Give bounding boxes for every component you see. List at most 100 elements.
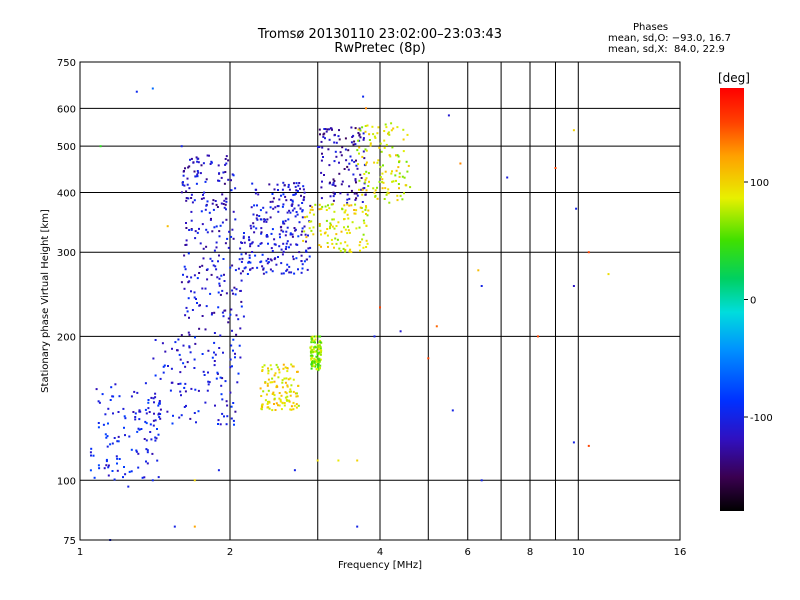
echo-point-x xyxy=(316,368,319,371)
echo-point-x xyxy=(338,247,341,250)
echo-point-x xyxy=(395,154,397,157)
echo-point-o xyxy=(224,158,227,160)
echo-point-o xyxy=(339,192,342,195)
echo-point-o xyxy=(320,171,323,174)
echo-point-o xyxy=(124,417,127,420)
echo-point-o xyxy=(138,418,141,421)
echo-point-o xyxy=(201,223,204,226)
echo-point-x xyxy=(365,170,368,173)
echo-point-o xyxy=(159,413,162,415)
echo-point-x xyxy=(318,244,321,247)
echo-point-o xyxy=(93,476,96,479)
echo-point-o xyxy=(209,257,212,260)
echo-point-o xyxy=(213,364,216,367)
echo-point-o xyxy=(346,198,349,201)
echo-point-o xyxy=(202,370,205,373)
echo-point-x xyxy=(330,238,333,241)
echo-point-o xyxy=(229,358,232,361)
echo-point-isolated xyxy=(480,479,483,482)
echo-point-o xyxy=(136,391,139,394)
echo-point-x xyxy=(367,172,370,175)
echo-point-o xyxy=(329,195,332,198)
echo-point-x xyxy=(358,152,360,155)
echo-point-o xyxy=(233,286,236,289)
echo-point-o xyxy=(185,404,187,407)
echo-point-o xyxy=(206,200,209,203)
echo-point-x xyxy=(278,368,281,371)
echo-point-o xyxy=(196,157,199,160)
echo-point-o xyxy=(171,422,174,425)
echo-point-o xyxy=(271,250,274,252)
echo-point-o xyxy=(282,242,285,245)
echo-point-o xyxy=(257,244,260,247)
echo-point-o xyxy=(321,146,324,149)
echo-point-o xyxy=(337,135,340,138)
echo-point-o xyxy=(256,218,259,221)
echo-point-x xyxy=(287,378,290,381)
echo-point-o xyxy=(212,199,215,202)
echo-point-o xyxy=(195,182,198,185)
echo-point-o xyxy=(218,284,221,287)
echo-point-o xyxy=(360,188,363,191)
echo-point-o xyxy=(137,466,140,469)
echo-point-o xyxy=(262,206,265,209)
echo-point-o xyxy=(169,389,172,392)
echo-point-o xyxy=(292,193,295,196)
echo-point-isolated xyxy=(135,90,138,93)
echo-point-x xyxy=(365,205,367,208)
echo-point-x xyxy=(265,393,268,396)
echo-point-x xyxy=(285,392,288,395)
echo-point-x xyxy=(372,133,375,136)
echo-point-o xyxy=(347,149,350,152)
echo-point-x xyxy=(325,209,328,211)
echo-point-isolated xyxy=(316,459,319,462)
echo-point-isolated xyxy=(193,525,196,528)
echo-point-o xyxy=(145,412,148,415)
echo-point-o xyxy=(296,190,299,192)
echo-point-o xyxy=(184,314,187,317)
echo-point-x xyxy=(369,142,372,145)
echo-point-o xyxy=(201,315,204,317)
echo-point-o xyxy=(186,310,189,313)
echo-point-o xyxy=(253,204,256,207)
echo-point-o xyxy=(149,431,152,433)
echo-point-x xyxy=(365,161,368,164)
echo-point-o xyxy=(273,243,276,246)
echo-point-o xyxy=(222,203,225,205)
echo-point-x xyxy=(327,204,329,207)
echo-point-o xyxy=(204,401,207,404)
echo-point-x xyxy=(314,365,317,368)
echo-point-o xyxy=(350,189,353,192)
echo-point-x xyxy=(305,236,308,239)
echo-point-o xyxy=(223,280,226,282)
echo-point-o xyxy=(297,235,300,238)
echo-point-x xyxy=(281,381,284,384)
echo-point-o xyxy=(298,251,301,254)
echo-point-x xyxy=(326,234,329,237)
echo-point-x xyxy=(406,170,409,173)
echo-point-x xyxy=(348,250,351,253)
echo-point-o xyxy=(180,394,182,397)
echo-point-x xyxy=(314,338,317,341)
echo-point-o xyxy=(273,238,276,241)
echo-point-o xyxy=(221,398,224,401)
echo-point-o xyxy=(328,138,331,141)
echo-point-o xyxy=(251,182,254,185)
echo-point-o xyxy=(185,243,188,246)
echo-point-x xyxy=(336,238,339,241)
echo-point-o xyxy=(301,209,304,212)
echo-point-x xyxy=(374,189,377,192)
echo-point-o xyxy=(225,162,228,165)
echo-point-o xyxy=(90,447,93,450)
echo-point-o xyxy=(179,382,182,385)
echo-point-x xyxy=(344,209,347,212)
echo-point-x xyxy=(402,150,405,153)
echo-point-o xyxy=(285,269,288,272)
echo-point-o xyxy=(199,172,202,175)
echo-point-isolated xyxy=(587,251,590,254)
echo-point-o xyxy=(280,248,283,251)
echo-point-x xyxy=(358,226,361,229)
echo-point-x xyxy=(365,239,368,242)
echo-point-o xyxy=(353,160,356,163)
echo-point-o xyxy=(295,211,298,213)
